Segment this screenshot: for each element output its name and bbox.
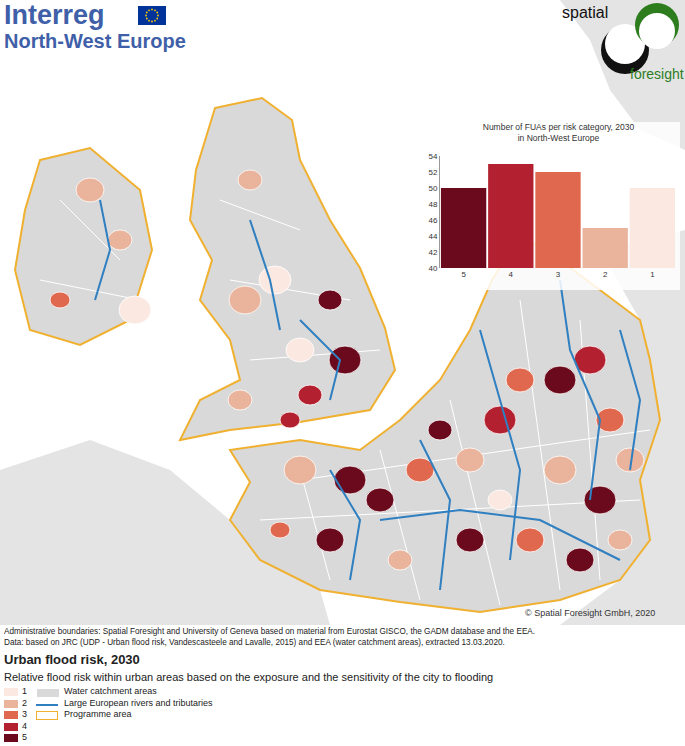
svg-text:3: 3 xyxy=(556,270,561,279)
html-text:3: 3 xyxy=(22,709,27,719)
html-text:Data: based on JRC (UDP - Urba: Data: based on JRC (UDP - Urban flood ri… xyxy=(4,638,505,647)
html-text:Interreg: Interreg xyxy=(4,0,105,30)
html-text:Programme area: Programme area xyxy=(64,709,132,719)
html-text:© Spatial Foresight GmbH, 2020: © Spatial Foresight GmbH, 2020 xyxy=(525,608,656,618)
html-text:Urban flood risk, 2030: Urban flood risk, 2030 xyxy=(4,652,140,667)
svg-text:Number of FUAs per risk catego: Number of FUAs per risk category, 2030in… xyxy=(483,122,635,143)
svg-text:2: 2 xyxy=(603,270,608,279)
html-text:2: 2 xyxy=(22,697,27,708)
svg-text:1: 1 xyxy=(650,270,655,279)
html-text:Water catchment areas: Water catchment areas xyxy=(64,686,157,696)
html-text:1: 1 xyxy=(22,686,27,696)
svg-text:5: 5 xyxy=(461,270,466,279)
svg-text:54: 54 xyxy=(428,152,437,161)
html-text:5: 5 xyxy=(22,732,27,742)
svg-text:44: 44 xyxy=(428,232,437,241)
html-text:Relative flood risk within urb: Relative flood risk within urban areas b… xyxy=(4,671,494,683)
svg-text:50: 50 xyxy=(428,184,437,193)
html-text:Large European rivers and trib: Large European rivers and tributaries xyxy=(64,697,213,708)
html-text:4: 4 xyxy=(22,720,27,731)
svg-text:48: 48 xyxy=(428,200,437,209)
html-text:spatial: spatial xyxy=(562,4,609,21)
svg-text:46: 46 xyxy=(428,216,437,225)
html-text:Administrative boundaries: Spa: Administrative boundaries: Spatial Fores… xyxy=(4,627,536,636)
html-text:North-West Europe: North-West Europe xyxy=(4,30,186,52)
svg-text:4: 4 xyxy=(509,270,514,279)
html-text:foresight: foresight xyxy=(630,66,684,82)
svg-text:42: 42 xyxy=(428,248,437,257)
svg-text:40: 40 xyxy=(428,264,437,273)
svg-text:52: 52 xyxy=(428,168,437,177)
